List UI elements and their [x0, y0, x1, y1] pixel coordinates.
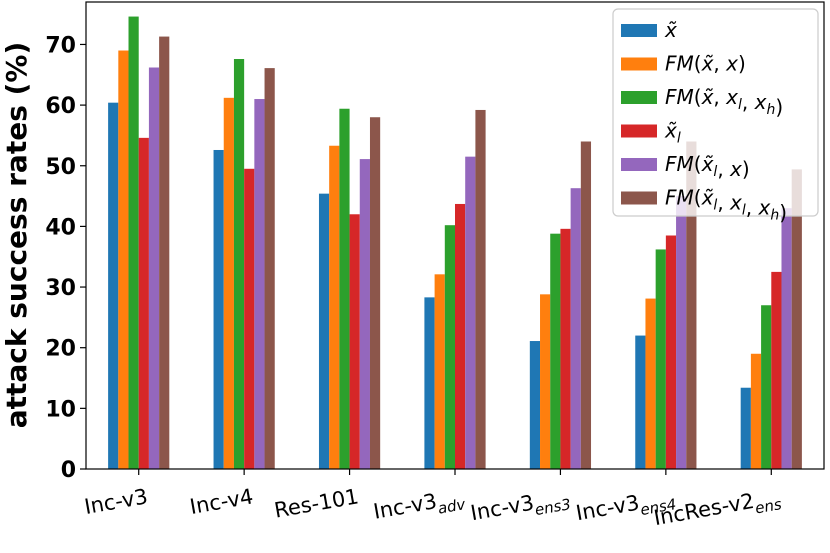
bar: [781, 208, 792, 469]
bar: [645, 298, 656, 469]
bar: [223, 97, 234, 469]
bar: [108, 102, 119, 470]
bar: [550, 233, 561, 469]
x-tick-label-base: Inc-v3: [469, 491, 536, 526]
bar: [665, 235, 677, 469]
bar: [349, 214, 360, 469]
x-tick-label: Inc-v4: [188, 484, 255, 519]
bar: [424, 297, 435, 469]
bar: [244, 168, 255, 470]
bar: [580, 141, 592, 469]
x-tick-label-subscript: ens4: [639, 495, 678, 519]
x-tick-label: Inc-v3: [83, 484, 150, 519]
bar: [465, 156, 476, 470]
legend-label: FM(x̃l, xl, xh)FM(x̃l, xl, xh): [665, 186, 787, 225]
bar: [148, 67, 160, 470]
x-tick-label: Res-101: [272, 484, 360, 522]
x-tick-label-base: Inc-v4: [188, 484, 255, 519]
bar: [791, 169, 802, 469]
legend: x̃x̃ FM(x̃, x)FM(x̃, x) FM(x̃, xl, xh)FM(x…: [612, 8, 819, 225]
bar: [128, 16, 139, 469]
bar: [676, 196, 687, 469]
x-tick-label-subscript: ens: [754, 495, 783, 517]
bar: [434, 274, 445, 469]
bar: [475, 109, 486, 469]
bar: [529, 341, 541, 469]
x-tick-label-base: Inc-v3: [574, 491, 641, 526]
legend-swatch: [621, 191, 657, 205]
y-axis-label: attack success rates (%): [0, 42, 33, 429]
legend-swatch: [621, 24, 657, 37]
bar: [635, 335, 646, 469]
bar: [560, 228, 571, 469]
x-tick-label-base: Inc-v3: [372, 489, 439, 524]
x-tick-label: Inc-v3adv: [372, 484, 468, 529]
bar: [655, 249, 666, 469]
bars-layer: [108, 16, 802, 470]
y-tick-label: 0: [61, 458, 76, 483]
bar: [686, 141, 697, 469]
bar: [455, 203, 466, 469]
legend-label: FM(x̃, x)FM(x̃, x): [665, 52, 746, 76]
bar: [213, 149, 224, 469]
bar: [570, 188, 581, 469]
bar: [118, 50, 129, 470]
bar: [329, 145, 340, 470]
bar: [771, 271, 782, 469]
bar: [750, 353, 762, 469]
y-tick-label: 60: [45, 94, 76, 119]
legend-box: [612, 8, 819, 217]
bar: [318, 193, 330, 469]
legend-swatch: [621, 158, 657, 171]
bar: [159, 36, 170, 469]
legend-label: x̃lx̃l: [664, 119, 681, 147]
y-tick-label: 70: [45, 33, 76, 58]
bar: [138, 137, 149, 469]
legend-swatch: [621, 57, 657, 71]
y-tick-label: 50: [45, 155, 76, 180]
x-axis: Inc-v3 Inc-v4 Res-101 Inc-v3adv Inc-v3ens3 In…: [83, 469, 783, 535]
bar: [264, 68, 275, 470]
bar: [359, 159, 370, 469]
bar: [339, 108, 350, 469]
legend-swatch: [621, 91, 657, 104]
legend-label: x̃x̃: [664, 18, 677, 42]
y-tick-label: 20: [45, 337, 76, 362]
y-tick-label: 10: [45, 397, 76, 422]
bar: [761, 305, 772, 469]
x-tick-label-base: Res-101: [272, 484, 360, 522]
legend-label: FM(x̃, xl, xh)FM(x̃, xl, xh): [665, 85, 783, 119]
y-tick-label: 30: [45, 276, 76, 301]
x-tick-label-subscript: adv: [436, 495, 467, 518]
y-axis: 0 10 20 30 40 50 60 70: [45, 33, 86, 483]
x-tick-label: Inc-v3ens3: [469, 484, 572, 530]
bar: [233, 59, 245, 470]
bar: [444, 225, 455, 469]
x-tick-label-base: IncRes-v2: [652, 489, 756, 530]
x-tick-label-subscript: ens3: [533, 495, 572, 519]
x-tick-label-base: Inc-v3: [83, 484, 150, 519]
bar: [540, 294, 551, 469]
bar: [740, 387, 751, 469]
legend-label: FM(x̃l, x)FM(x̃l, x): [665, 152, 750, 181]
x-tick-label: IncRes-v2ens: [652, 484, 783, 535]
y-tick-label: 40: [45, 215, 76, 240]
bar: [369, 117, 381, 469]
legend-swatch: [621, 124, 657, 138]
bar: [254, 99, 265, 469]
